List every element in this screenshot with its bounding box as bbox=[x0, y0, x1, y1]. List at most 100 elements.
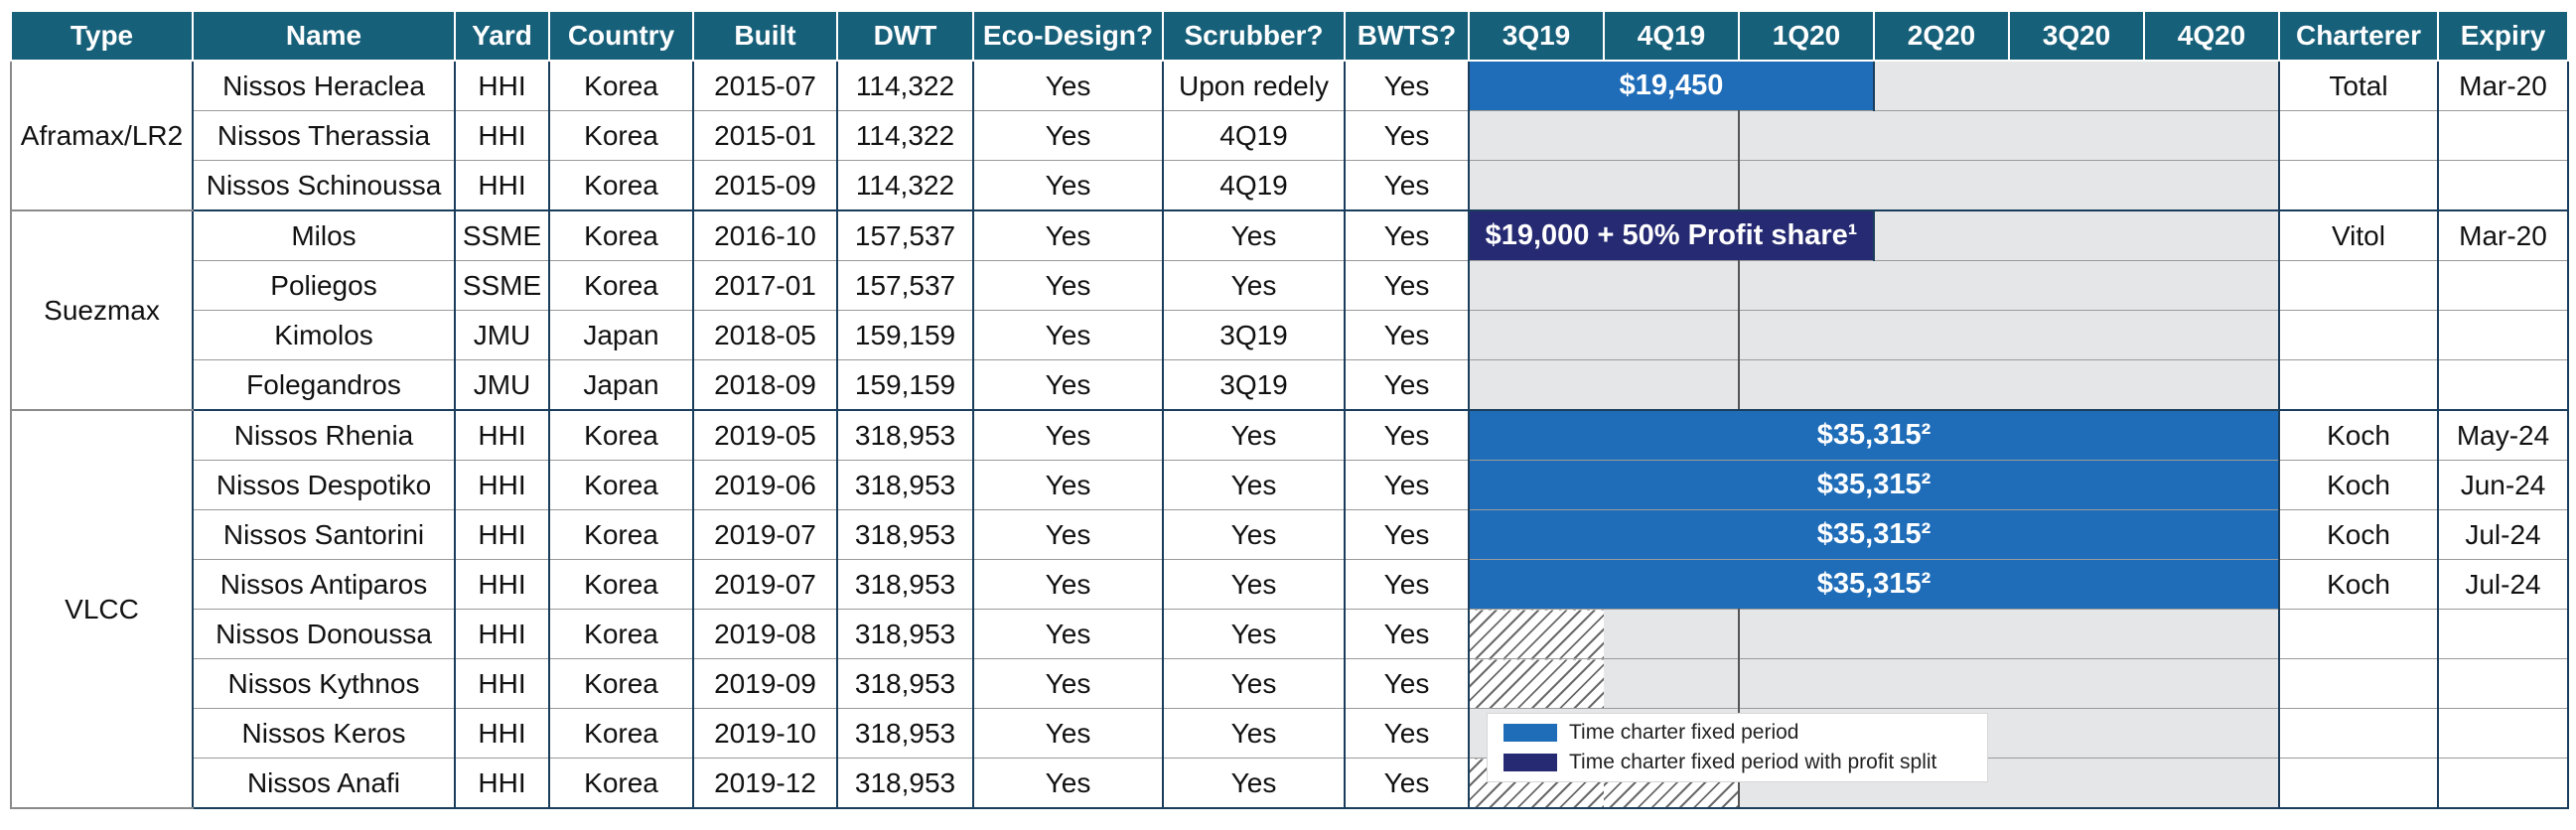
vessel-built: 2018-09 bbox=[692, 359, 838, 411]
vessel-name: Nissos Despotiko bbox=[192, 460, 456, 510]
vessel-built: 2019-05 bbox=[692, 409, 838, 461]
vessel-yard: SSME bbox=[454, 209, 550, 261]
vessel-bwts: Yes bbox=[1344, 310, 1470, 360]
vessel-bwts: Yes bbox=[1344, 559, 1470, 610]
column-header-1q20: 1Q20 bbox=[1738, 10, 1875, 62]
table-row: Nissos Antiparos HHI Korea 2019-07 318,9… bbox=[11, 559, 2569, 610]
vessel-charterer bbox=[2278, 658, 2439, 709]
open-period-cell bbox=[1604, 310, 1740, 360]
open-period-cell bbox=[2009, 708, 2144, 759]
vessel-dwt: 318,953 bbox=[836, 460, 974, 510]
vessel-dwt: 159,159 bbox=[836, 310, 974, 360]
vessel-yard: JMU bbox=[454, 359, 550, 411]
vessel-eco-design: Yes bbox=[972, 310, 1164, 360]
vessel-yard: HHI bbox=[454, 110, 550, 161]
open-period-cell bbox=[1468, 260, 1604, 311]
column-header-name: Name bbox=[192, 10, 456, 62]
charter-rate-bar: $19,450 bbox=[1468, 60, 1875, 111]
column-header-dwt: DWT bbox=[836, 10, 974, 62]
vessel-dwt: 157,537 bbox=[836, 209, 974, 261]
open-period-cell bbox=[1874, 359, 2009, 411]
vessel-type-cell: Suezmax bbox=[10, 209, 194, 411]
vessel-expiry: May-24 bbox=[2437, 409, 2569, 461]
charter-rate-bar: $35,315² bbox=[1468, 559, 2280, 610]
column-header-charterer: Charterer bbox=[2278, 10, 2439, 62]
vessel-charterer bbox=[2278, 359, 2439, 411]
vessel-charterer bbox=[2278, 160, 2439, 211]
vessel-bwts: Yes bbox=[1344, 60, 1470, 111]
open-period-cell bbox=[1874, 110, 2009, 161]
vessel-eco-design: Yes bbox=[972, 60, 1164, 111]
vessel-expiry: Mar-20 bbox=[2437, 60, 2569, 111]
profit-split-swatch bbox=[1503, 754, 1557, 771]
vessel-charterer bbox=[2278, 708, 2439, 759]
vessel-dwt: 318,953 bbox=[836, 758, 974, 809]
vessel-eco-design: Yes bbox=[972, 559, 1164, 610]
open-period-cell bbox=[2144, 160, 2280, 211]
vessel-charterer bbox=[2278, 110, 2439, 161]
vessel-eco-design: Yes bbox=[972, 758, 1164, 809]
vessel-built: 2019-08 bbox=[692, 609, 838, 659]
vessel-scrubber: Yes bbox=[1162, 609, 1346, 659]
legend-label-fixed: Time charter fixed period bbox=[1569, 721, 1799, 744]
open-period-cell bbox=[1874, 260, 2009, 311]
vessel-dwt: 114,322 bbox=[836, 110, 974, 161]
open-period-cell bbox=[2144, 758, 2280, 809]
vessel-country: Korea bbox=[548, 509, 694, 560]
open-period-cell bbox=[1739, 609, 1874, 659]
vessel-expiry bbox=[2437, 708, 2569, 759]
vessel-name: Nissos Santorini bbox=[192, 509, 456, 560]
vessel-eco-design: Yes bbox=[972, 260, 1164, 311]
vessel-eco-design: Yes bbox=[972, 609, 1164, 659]
vessel-bwts: Yes bbox=[1344, 260, 1470, 311]
vessel-scrubber: Yes bbox=[1162, 559, 1346, 610]
vessel-name: Kimolos bbox=[192, 310, 456, 360]
vessel-country: Korea bbox=[548, 609, 694, 659]
vessel-name: Nissos Keros bbox=[192, 708, 456, 759]
vessel-expiry bbox=[2437, 160, 2569, 211]
vessel-bwts: Yes bbox=[1344, 658, 1470, 709]
vessel-eco-design: Yes bbox=[972, 160, 1164, 211]
table-row: Aframax/LR2 Nissos Heraclea HHI Korea 20… bbox=[10, 60, 2569, 211]
open-period-cell bbox=[1468, 160, 1604, 211]
vessel-name: Nissos Schinoussa bbox=[192, 160, 456, 211]
vessel-bwts: Yes bbox=[1344, 460, 1470, 510]
open-period-cell bbox=[2009, 260, 2144, 311]
open-period-cell bbox=[1468, 310, 1604, 360]
open-period-cell bbox=[1739, 260, 1874, 311]
open-period-cell bbox=[1739, 160, 1874, 211]
column-header-expiry: Expiry bbox=[2437, 10, 2569, 62]
open-period-cell bbox=[1739, 658, 1874, 709]
hatched-period-cell bbox=[1468, 658, 1604, 709]
vessel-type-cell: Aframax/LR2 bbox=[10, 60, 194, 211]
vessel-name: Nissos Kythnos bbox=[192, 658, 456, 709]
vessel-name: Folegandros bbox=[192, 359, 456, 411]
vessel-country: Korea bbox=[548, 209, 694, 261]
vessel-eco-design: Yes bbox=[972, 359, 1164, 411]
vessel-yard: HHI bbox=[454, 758, 550, 809]
vessel-charterer: Koch bbox=[2278, 409, 2439, 461]
vessel-charterer: Koch bbox=[2278, 559, 2439, 610]
vessel-built: 2017-01 bbox=[692, 260, 838, 311]
open-period-cell bbox=[1468, 359, 1604, 411]
vessel-yard: JMU bbox=[454, 310, 550, 360]
vessel-yard: HHI bbox=[454, 409, 550, 461]
vessel-yard: HHI bbox=[454, 460, 550, 510]
vessel-scrubber: 4Q19 bbox=[1162, 110, 1346, 161]
vessel-dwt: 114,322 bbox=[836, 60, 974, 111]
vessel-scrubber: 4Q19 bbox=[1162, 160, 1346, 211]
vessel-country: Korea bbox=[548, 60, 694, 111]
open-period-cell bbox=[1874, 609, 2009, 659]
table-row: Poliegos SSME Korea 2017-01 157,537 Yes … bbox=[11, 260, 2569, 311]
table-row: Nissos Santorini HHI Korea 2019-07 318,9… bbox=[11, 509, 2569, 560]
vessel-built: 2019-09 bbox=[692, 658, 838, 709]
vessel-bwts: Yes bbox=[1344, 110, 1470, 161]
column-header-scrubber: Scrubber? bbox=[1162, 10, 1346, 62]
vessel-eco-design: Yes bbox=[972, 460, 1164, 510]
vessel-bwts: Yes bbox=[1344, 758, 1470, 809]
vessel-expiry bbox=[2437, 110, 2569, 161]
open-period-cell bbox=[1604, 658, 1740, 709]
vessel-dwt: 114,322 bbox=[836, 160, 974, 211]
vessel-charterer: Koch bbox=[2278, 460, 2439, 510]
vessel-eco-design: Yes bbox=[972, 409, 1164, 461]
